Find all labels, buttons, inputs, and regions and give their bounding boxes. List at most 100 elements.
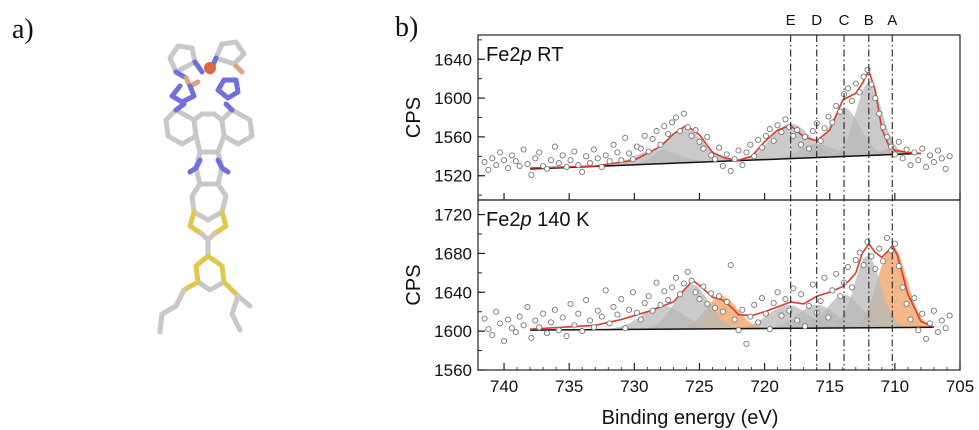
data-point [637,145,644,152]
data-point [876,245,883,252]
data-point [524,303,531,310]
data-point [641,299,648,307]
x-tick-label: 735 [555,377,583,396]
data-point [774,122,781,129]
data-point [880,124,887,131]
data-point [805,302,812,309]
data-point [747,313,754,320]
y-tick-label: 1600 [434,89,472,108]
data-point [696,296,703,303]
data-point [606,158,613,165]
data-point [489,155,496,162]
data-point [602,152,609,159]
data-point [536,149,543,156]
x-tick-label: 730 [620,377,648,396]
data-point [919,145,926,152]
data-point [903,146,910,153]
data-point [856,89,863,96]
data-point [524,161,531,168]
data-point [712,304,719,311]
data-point [798,141,805,148]
data-point [844,263,852,271]
chart-panel-top: 1520 1560 1600 1640 CPS Fe2p RT [403,34,961,201]
data-point [708,152,715,159]
data-point [798,291,805,298]
data-point [672,114,680,121]
data-point [489,331,496,339]
data-point [551,143,558,150]
data-point [880,258,887,265]
data-point [903,300,910,307]
data-point [676,128,683,135]
data-point [520,146,527,153]
x-axis-label: Binding energy (eV) [602,407,779,429]
data-point [907,162,914,169]
data-point [536,324,543,331]
data-point [708,290,715,297]
data-point [508,152,515,159]
data-point [528,334,535,341]
data-point [532,317,539,324]
data-point [586,317,594,324]
data-point [829,287,836,294]
fit-component-sat2 [573,149,740,168]
data-point [532,155,539,162]
x-tick-label: 725 [685,377,713,396]
data-point [606,320,613,327]
data-point [923,335,930,342]
data-point [883,234,891,241]
data-point [575,162,582,169]
data-point [848,97,855,105]
data-point [899,155,906,162]
y-tick-label: 1640 [434,283,472,302]
data-point [747,141,754,148]
data-point [622,134,629,141]
x-tick-label: 715 [816,377,844,396]
data-point [930,159,937,166]
plot-frame [477,199,961,371]
data-point [809,281,816,288]
panel-label-b: b) [395,12,419,43]
data-point [629,289,637,296]
data-point [907,316,914,323]
y-tick-label: 1560 [434,128,472,147]
data-point [543,165,551,172]
data-point [911,149,918,156]
fit-component-sat2 [579,305,747,330]
data-point [669,119,676,126]
data-point [555,327,562,334]
data-point [856,249,863,256]
data-point [653,279,660,286]
x-tick-label: 720 [750,377,778,396]
data-point [512,158,519,165]
data-point [770,137,777,144]
data-point [762,132,769,139]
data-point [825,314,832,321]
data-point [512,329,519,336]
data-point [915,327,922,334]
data-point [551,306,558,313]
data-point [700,283,707,290]
data-point [692,127,699,134]
data-point [504,164,512,172]
data-point [723,298,730,306]
data-point [923,163,930,171]
data-point [727,262,734,269]
data-point [516,313,523,320]
data-point [751,153,758,160]
data-point [926,152,934,159]
data-point [669,284,676,291]
data-point [649,135,656,142]
data-point [610,141,617,148]
y-tick-label: 1520 [434,167,472,186]
data-point [739,306,746,313]
data-point [938,155,945,162]
data-point [501,337,508,344]
data-point [809,128,816,135]
data-point [579,328,586,335]
data-point [610,303,617,310]
data-point [891,151,898,158]
data-point [497,149,504,156]
data-point [520,322,527,329]
